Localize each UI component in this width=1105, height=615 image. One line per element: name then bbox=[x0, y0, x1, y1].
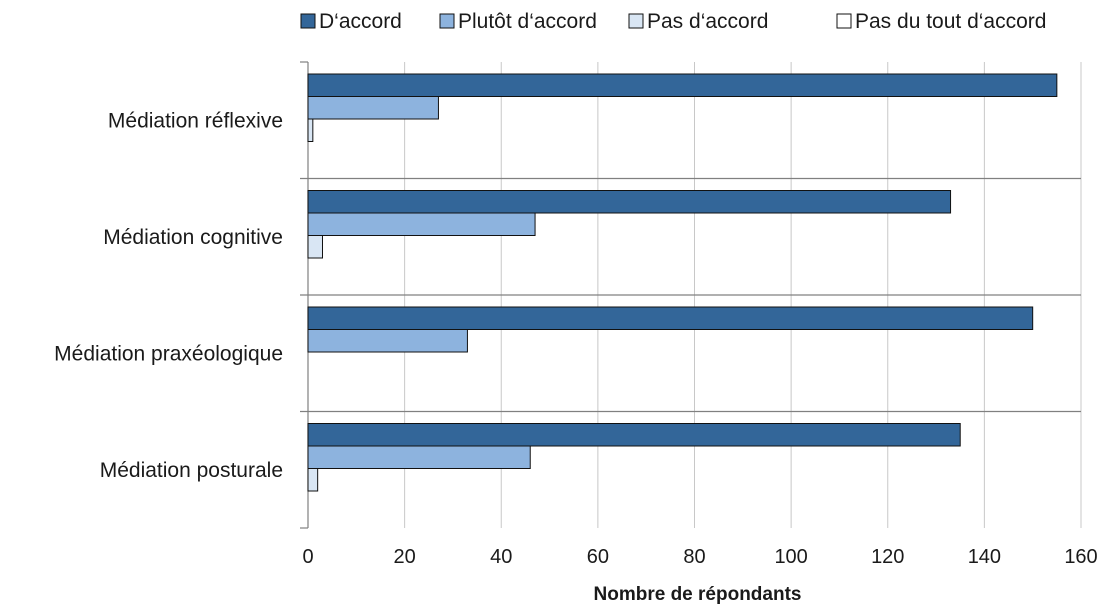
category-label-mediation-reflexive: Médiation réflexive bbox=[108, 109, 283, 132]
legend-label-d-accord: D‘accord bbox=[319, 10, 402, 33]
bar-mediation-reflexive-pas-d-accord bbox=[307, 118, 314, 142]
x-tick-label-60: 60 bbox=[587, 546, 609, 568]
bar-mediation-posturale-plutot-d-accord bbox=[307, 445, 531, 469]
legend-label-pas-d-accord: Pas d‘accord bbox=[647, 10, 768, 33]
category-label-mediation-cognitive: Médiation cognitive bbox=[103, 226, 283, 249]
x-tick-label-120: 120 bbox=[871, 546, 904, 568]
legend: D‘accord Plutôt d‘accord Pas d‘accord Pas d… bbox=[300, 10, 1046, 33]
legend-swatch-d-accord bbox=[300, 13, 316, 29]
x-tick-label-40: 40 bbox=[490, 546, 512, 568]
bar-mediation-posturale-pas-d-accord bbox=[307, 468, 319, 492]
category-label-mediation-praxeologique: Médiation praxéologique bbox=[54, 342, 283, 365]
legend-label-pas-du-tout-d-accord: Pas du tout d‘accord bbox=[855, 10, 1046, 33]
x-tick-label-160: 160 bbox=[1064, 546, 1097, 568]
x-tick-label-140: 140 bbox=[968, 546, 1001, 568]
bars bbox=[307, 73, 1058, 492]
bar-mediation-cognitive-pas-d-accord bbox=[307, 235, 323, 259]
category-labels: Médiation réflexive Médiation cognitive Mé… bbox=[54, 109, 283, 482]
x-tick-label-20: 20 bbox=[394, 546, 416, 568]
x-tick-label-100: 100 bbox=[774, 546, 807, 568]
x-tick-label-80: 80 bbox=[683, 546, 705, 568]
bar-mediation-reflexive-plutot-d-accord bbox=[307, 96, 439, 120]
bar-mediation-praxeologique-plutot-d-accord bbox=[307, 329, 468, 353]
x-axis-title: Nombre de répondants bbox=[594, 584, 802, 605]
bar-mediation-cognitive-d-accord bbox=[307, 190, 952, 214]
x-tick-label-0: 0 bbox=[302, 546, 313, 568]
bar-mediation-posturale-d-accord bbox=[307, 423, 961, 447]
legend-label-plutot-d-accord: Plutôt d‘accord bbox=[458, 10, 597, 33]
legend-swatch-pas-du-tout-d-accord bbox=[836, 13, 852, 29]
category-label-mediation-posturale: Médiation posturale bbox=[100, 459, 283, 482]
x-axis: 0 20 40 60 80 100 120 140 160 bbox=[302, 546, 1097, 568]
legend-swatch-plutot-d-accord bbox=[439, 13, 455, 29]
legend-swatch-pas-d-accord bbox=[628, 13, 644, 29]
bar-mediation-praxeologique-d-accord bbox=[307, 306, 1034, 330]
bar-mediation-cognitive-plutot-d-accord bbox=[307, 212, 536, 236]
bar-mediation-reflexive-d-accord bbox=[307, 73, 1058, 97]
